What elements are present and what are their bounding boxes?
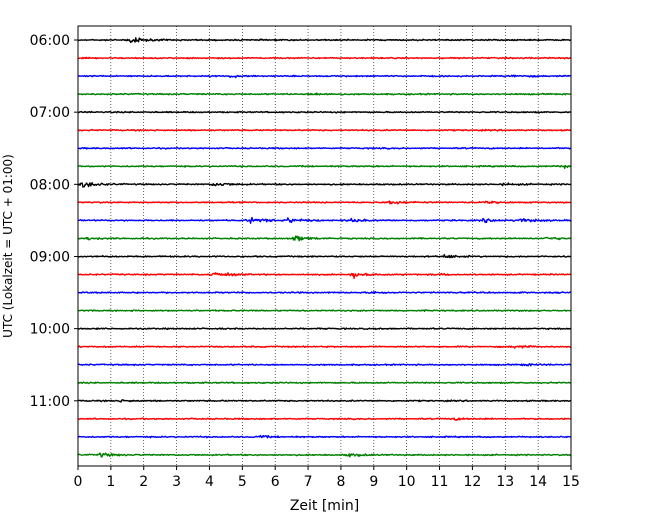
x-tick-label: 15 [562, 474, 580, 490]
x-tick-label: 5 [238, 474, 247, 490]
x-tick-label: 3 [172, 474, 181, 490]
trace-0630 [77, 74, 572, 79]
x-tick-label: 6 [271, 474, 280, 490]
y-tick-label: 09:00 [30, 249, 70, 265]
x-tick-label: 12 [463, 474, 481, 490]
x-tick-label: 11 [431, 474, 449, 490]
plot-frame [77, 25, 572, 467]
x-tick-label: 10 [398, 474, 416, 490]
y-tick-label: 11:00 [30, 394, 70, 410]
trace-1015 [77, 344, 572, 349]
x-tick-label: 0 [74, 474, 83, 490]
trace-1030 [77, 362, 572, 367]
x-tick-label: 8 [336, 474, 345, 490]
x-axis: 0 1 2 3 4 5 6 7 8 9 10 11 12 13 14 15 [74, 466, 580, 490]
trace-0900 [77, 254, 572, 259]
trace-1130 [77, 434, 572, 439]
y-axis-label: UTC (Lokalzeit = UTC + 01:00) [1, 154, 15, 338]
trace-1000 [77, 327, 572, 331]
trace-0815 [77, 200, 572, 205]
trace-1145 [77, 452, 572, 458]
y-tick-label: 08:00 [30, 177, 70, 193]
trace-0845 [77, 235, 572, 242]
trace-0600 [77, 37, 572, 44]
trace-1115 [77, 417, 572, 421]
x-axis-label: Zeit [min] [290, 498, 359, 514]
trace-0945 [77, 309, 572, 313]
trace-0930 [77, 291, 572, 295]
trace-0915 [77, 272, 572, 280]
trace-layer [77, 37, 572, 458]
trace-0730 [77, 146, 572, 150]
trace-0615 [77, 56, 572, 60]
x-tick-label: 13 [496, 474, 514, 490]
y-tick-label: 07:00 [30, 105, 70, 121]
x-tick-label: 4 [205, 474, 214, 490]
trace-0645 [77, 92, 572, 96]
x-tick-label: 1 [106, 474, 115, 490]
x-tick-label: 2 [139, 474, 148, 490]
y-axis: 06:00 07:00 08:00 09:00 10:00 11:00 [30, 33, 78, 410]
x-tick-label: 14 [529, 474, 547, 490]
trace-0715 [77, 128, 572, 132]
trace-0800 [77, 182, 572, 188]
trace-0700 [77, 110, 572, 114]
grid-layer [110, 26, 539, 466]
trace-1045 [77, 381, 572, 385]
x-tick-label: 9 [369, 474, 378, 490]
trace-1100 [77, 399, 572, 403]
y-tick-label: 10:00 [30, 322, 70, 338]
trace-0830 [77, 216, 572, 224]
x-tick-label: 7 [304, 474, 313, 490]
y-tick-label: 06:00 [30, 33, 70, 49]
trace-0745 [77, 164, 572, 170]
